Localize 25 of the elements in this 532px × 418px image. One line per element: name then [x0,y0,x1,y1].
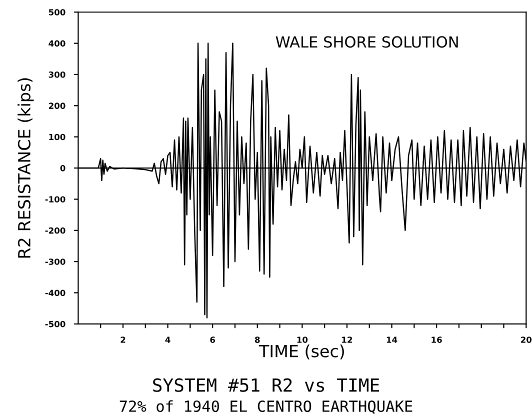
x-tick-label: 6 [210,336,216,343]
y-tick-label: 300 [48,71,66,78]
x-tick-label: 4 [165,336,170,343]
y-tick-label: 500 [48,9,66,16]
annotation: WALE SHORE SOLUTION [276,36,458,48]
x-tick-label: 2 [120,336,126,343]
y-axis-title: R2 RESISTANCE (kips) [18,78,34,258]
y-tick-label: -400 [45,290,66,296]
text: 72% of 1940 EL CENTRO EARTHQUAKE [120,400,412,414]
x-tick-label: 14 [386,336,398,343]
x-tick-label: 20 [521,336,532,343]
y-tick-label: 100 [49,134,66,140]
y-tick-label: -500 [45,320,66,328]
y-tick-label: -300 [45,258,66,265]
x-tick-label: 8 [254,336,260,343]
x-axis-title: TIME (sec) [258,344,344,360]
y-tick-label: 200 [48,102,66,109]
x-tick-label: 16 [432,336,442,343]
y-tick-label: 0 [60,165,66,172]
y-tick-label: 400 [48,40,66,47]
text: SYSTEM #51 R2 vs TIME [153,378,379,392]
x-tick-label: 12 [342,336,352,343]
y-tick-label: -200 [45,227,66,234]
y-tick-label: -100 [45,196,66,203]
x-tick-label: 10 [297,336,308,343]
